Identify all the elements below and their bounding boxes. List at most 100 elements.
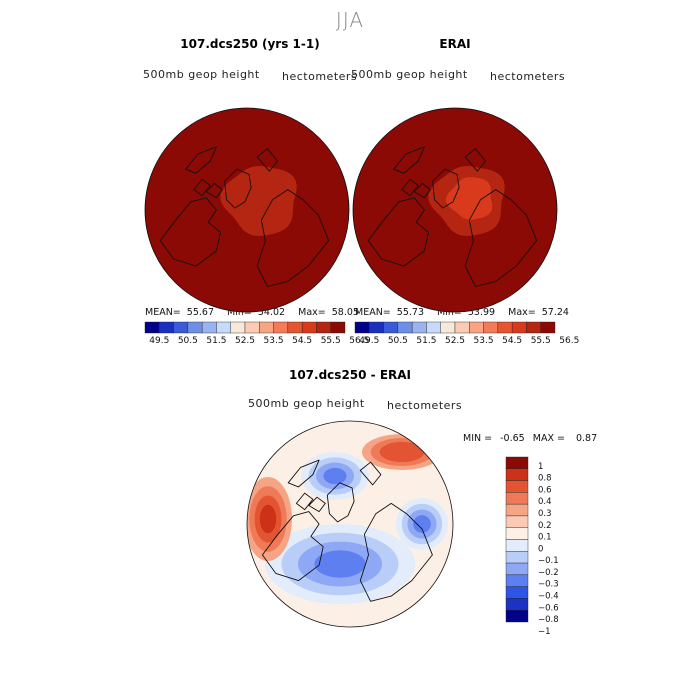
diff-colorbar-label-13: −0.8 (538, 615, 559, 625)
diff-colorbar-label-7: 0 (538, 544, 543, 554)
obs-coastline-1 (367, 197, 429, 267)
obs-colorbar-box-2 (383, 321, 399, 334)
diff-coastline-5 (359, 461, 382, 486)
diff-blob-4-3 (388, 445, 416, 459)
obs-max-label: Max= (508, 307, 536, 318)
obs-field-label: 500mb geop height (351, 68, 468, 81)
diff-colorbar-box-9 (505, 562, 529, 576)
diff-min-value: -0.65 (500, 433, 525, 444)
diff-colorbar-label-1: 0.8 (538, 474, 552, 484)
diff-colorbar-label-6: 0.1 (538, 533, 552, 543)
diff-colorbar-label-2: 0.6 (538, 485, 552, 495)
model-colorbar-label-3: 52.5 (235, 336, 255, 346)
obs-colorbar-box-5 (426, 321, 441, 334)
obs-colorbar-box-4 (411, 321, 427, 334)
model-units-label: hectometers (282, 70, 358, 83)
diff-colorbar-label-9: −0.2 (538, 568, 559, 578)
obs-colorbar-box-0 (354, 321, 370, 334)
model-colorbar-box-2 (173, 321, 189, 334)
diff-colorbar-box-4 (505, 503, 529, 517)
diff-coastline-3 (295, 492, 314, 511)
diff-max-label: MAX = (532, 433, 565, 444)
diff-blob-0-3 (323, 467, 347, 485)
model-colorbar-box-9 (273, 321, 289, 334)
model-colorbar-label-5: 54.5 (292, 336, 312, 346)
diff-coastline-2 (308, 496, 326, 513)
obs-colorbar-box-13 (540, 321, 556, 334)
model-coastline-0 (224, 168, 252, 209)
diff-colorbar-box-0 (505, 456, 529, 469)
model-max-label: Max= (298, 307, 326, 318)
obs-coastline-0 (432, 168, 460, 209)
obs-panel-title: ERAI (439, 37, 471, 51)
obs-max-value: 57.24 (541, 307, 569, 318)
diff-panel-title: 107.dcs250 - ERAI (288, 368, 412, 382)
model-colorbar-label-6: 55.5 (321, 336, 341, 346)
model-colorbar-box-6 (230, 321, 246, 334)
obs-colorbar-box-12 (526, 321, 541, 334)
model-min-label: Min= (227, 307, 252, 318)
obs-colorbar-label-0: 49.5 (359, 336, 379, 346)
obs-colorbar-box-10 (497, 321, 513, 334)
obs-coastline-3 (401, 178, 419, 197)
diff-colorbar-box-2 (505, 480, 529, 493)
diff-max-value: 0.87 (575, 433, 598, 444)
diff-colorbar-box-8 (505, 551, 529, 564)
diff-colorbar-label-10: −0.3 (538, 580, 559, 590)
diff-blob-1-3 (314, 550, 366, 578)
diff-coastline-1 (261, 511, 324, 582)
obs-colorbar-box-11 (511, 321, 527, 334)
model-coastline-5 (256, 148, 279, 172)
obs-mean-value: 55.73 (396, 307, 424, 318)
diff-colorbar-box-3 (505, 492, 529, 505)
diff-coastline-0 (326, 482, 355, 523)
diff-colorbar-box-6 (505, 527, 529, 540)
obs-band-5 (446, 177, 493, 220)
diff-colorbar-box-1 (505, 468, 529, 481)
diff-map-border (246, 420, 454, 628)
model-colorbar-label-0: 49.5 (149, 336, 169, 346)
diff-colorbar-label-0: 1 (538, 462, 543, 472)
obs-colorbar-box-1 (369, 321, 384, 334)
diff-coastline-6 (287, 459, 320, 488)
model-min-value: 54.02 (257, 307, 286, 318)
obs-colorbar-label-3: 52.5 (445, 336, 465, 346)
model-mean-label: MEAN= (145, 307, 181, 318)
obs-colorbar-label-2: 51.5 (416, 336, 436, 346)
model-colorbar-box-3 (187, 321, 203, 334)
obs-min-label: Min= (437, 307, 462, 318)
model-colorbar-label-4: 53.5 (264, 336, 284, 346)
model-colorbar-box-12 (316, 321, 331, 334)
model-colorbar-label-1: 50.5 (178, 336, 198, 346)
obs-colorbar-label-1: 50.5 (388, 336, 408, 346)
obs-coastline-2 (413, 183, 431, 199)
season-title: JJA (335, 8, 365, 32)
model-coastline-1 (159, 197, 221, 267)
diff-colorbar-label-8: −0.1 (538, 556, 559, 566)
obs-colorbar-box-6 (440, 321, 456, 334)
obs-stats: MEAN= 55.73 Min= 53.99 Max= 57.24 (355, 307, 569, 318)
model-map (145, 108, 349, 312)
obs-colorbar: 49.5 50.5 51.5 52.5 53.5 54.5 55.5 56.5 (354, 321, 579, 346)
obs-colorbar-box-8 (469, 321, 484, 334)
diff-colorbar-label-3: 0.4 (538, 497, 552, 507)
model-colorbar-box-13 (330, 321, 346, 334)
diff-colorbar-box-11 (505, 586, 529, 599)
model-mean-value: 55.67 (186, 307, 214, 318)
model-coastline-4 (256, 189, 330, 287)
model-colorbar: 49.5 50.5 51.5 52.5 53.5 54.5 55.5 56.5 (144, 321, 369, 346)
obs-colorbar-box-9 (483, 321, 499, 334)
obs-coastline-5 (464, 148, 487, 172)
model-panel-title: 107.dcs250 (yrs 1-1) (180, 37, 320, 51)
model-band-5 (238, 177, 285, 220)
diff-colorbar-box-12 (505, 598, 529, 611)
diff-units-label: hectometers (387, 399, 463, 412)
diff-colorbar-box-5 (505, 515, 529, 528)
model-colorbar-box-0 (144, 321, 160, 334)
obs-colorbar-label-6: 55.5 (531, 336, 551, 346)
obs-coastline-4 (464, 189, 538, 287)
obs-colorbar-box-3 (397, 321, 413, 334)
model-coastline-6 (185, 146, 217, 174)
diff-colorbar-label-11: −0.4 (538, 591, 559, 601)
